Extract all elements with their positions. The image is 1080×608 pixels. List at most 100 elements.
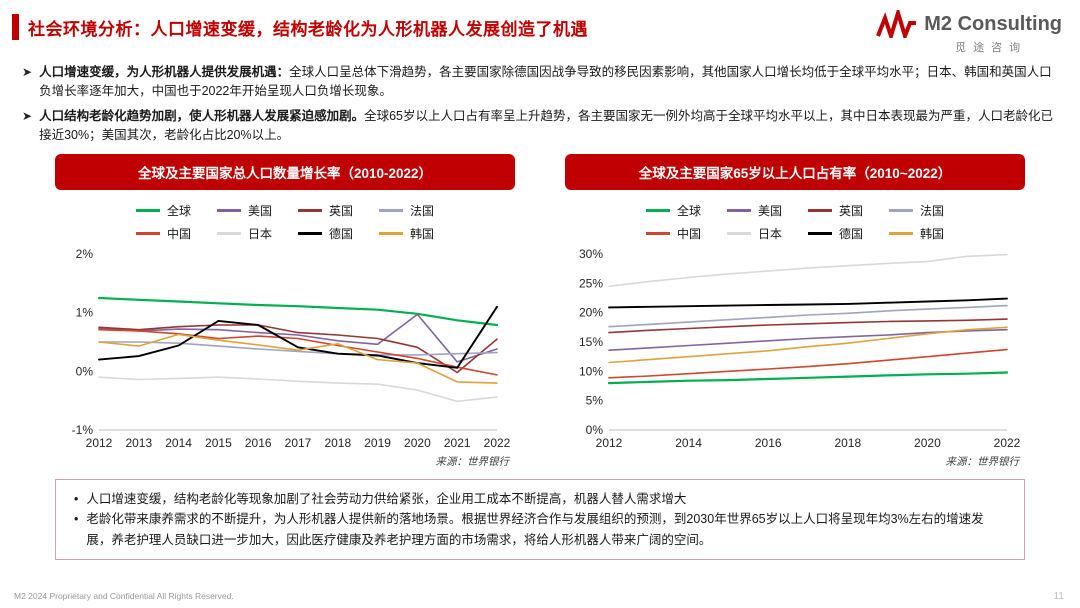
legend-label: 全球	[166, 203, 191, 218]
legend-label: 德国	[329, 226, 354, 241]
title-row: 社会环境分析：人口增速变缓，结构老龄化为人形机器人发展创造了机遇	[12, 14, 588, 40]
legend-item: 全球	[645, 202, 701, 219]
svg-text:30%: 30%	[579, 247, 603, 261]
legend-label: 日本	[247, 226, 272, 241]
svg-text:2012: 2012	[596, 436, 623, 450]
legend-swatch	[889, 231, 914, 235]
line-chart-population-growth: -1% 0% 1% 2% 2012 2013 2014 2015 2016 2017 2018 201…	[72, 247, 511, 450]
legend-item: 全球	[135, 202, 191, 219]
svg-text:2020: 2020	[404, 436, 431, 450]
legend-item: 英国	[298, 202, 353, 219]
legend-item: 日本	[726, 225, 782, 242]
brand-name: M2 Consulting	[924, 12, 1062, 35]
legend-swatch	[216, 208, 241, 212]
brand-logo: M2 Consulting 觅途咨询	[876, 10, 1062, 55]
legend-label: 法国	[920, 203, 945, 218]
bullet-text: 人口结构老龄化趋势加剧，使人形机器人发展紧迫感加剧。全球65岁以上人口占有率呈上…	[39, 107, 1058, 146]
pulse-logo-icon	[876, 10, 917, 38]
legend-swatch	[216, 231, 241, 235]
svg-text:2018: 2018	[324, 436, 351, 450]
bullet-dot-icon: •	[74, 491, 79, 506]
bullet-arrow-icon: ➤	[22, 65, 33, 79]
legend-swatch	[135, 208, 160, 212]
conclusion-box: • 人口增速变缓，结构老龄化等现象加剧了社会劳动力供给紧张，企业用工成本不断提高…	[55, 478, 1025, 561]
legend-label: 中国	[676, 226, 701, 241]
conclusion-text: 老龄化带来康养需求的不断提升，为人形机器人提供新的落地场景。根据世界经济合作与发…	[86, 512, 984, 547]
legend-label: 韩国	[920, 226, 945, 241]
conclusion-text: 人口增速变缓，结构老龄化等现象加剧了社会劳动力供给紧张，企业用工成本不断提高，机…	[86, 491, 687, 506]
svg-text:2014: 2014	[165, 436, 192, 450]
conclusion-item: • 人口增速变缓，结构老龄化等现象加剧了社会劳动力供给紧张，企业用工成本不断提高…	[74, 489, 1006, 510]
legend-swatch	[135, 231, 160, 235]
legend-swatch	[808, 231, 832, 235]
legend-item: 美国	[216, 202, 272, 219]
legend-label: 日本	[757, 226, 782, 241]
legend-item: 法国	[889, 202, 944, 219]
legend-swatch	[889, 208, 914, 212]
svg-text:2022: 2022	[484, 436, 511, 450]
line-chart-aging-share: 0% 5% 10% 15% 20% 25% 30% 2012 2014 2016 2018 2020 2…	[579, 247, 1021, 450]
legend-item: 日本	[216, 225, 272, 242]
chart-panel-population-growth: 全球及主要国家总人口数量增长率（2010-2022） 全球 美国 英国 法国中国 日本 德…	[55, 153, 515, 469]
page-number: 11	[1053, 591, 1064, 602]
svg-text:25%: 25%	[579, 276, 603, 290]
bullet-text: 人口增速变缓，为人形机器人提供发展机遇：全球人口呈总体下滑趋势，各主要国家除德国…	[39, 63, 1058, 102]
svg-text:-1%: -1%	[72, 423, 94, 437]
legend-swatch	[726, 231, 751, 235]
svg-text:2022: 2022	[994, 436, 1021, 450]
svg-text:5%: 5%	[586, 393, 604, 407]
legend-swatch	[645, 208, 670, 212]
legend-item: 英国	[808, 202, 863, 219]
legend-item: 德国	[298, 225, 353, 242]
copyright-text: M2 2024 Proprietary and Confidential All…	[14, 591, 234, 601]
chart-source: 来源：世界银行	[435, 456, 510, 468]
chart-title-population-growth: 全球及主要国家总人口数量增长率（2010-2022）	[55, 153, 515, 190]
chart-legend: 全球 美国 英国 法国中国 日本 德国 韩国	[565, 202, 1025, 242]
svg-text:20%: 20%	[579, 305, 603, 319]
svg-text:0%: 0%	[586, 423, 604, 437]
svg-text:2%: 2%	[76, 247, 94, 261]
svg-text:2018: 2018	[834, 436, 861, 450]
svg-text:1%: 1%	[76, 305, 94, 319]
legend-label: 美国	[757, 203, 782, 218]
svg-text:15%: 15%	[579, 335, 603, 349]
legend-label: 英国	[839, 203, 864, 218]
legend-label: 德国	[839, 226, 864, 241]
chart-panel-aging-share: 全球及主要国家65岁以上人口占有率（2010~2022） 全球 美国 英国 法国 中国 日…	[565, 153, 1025, 469]
bullet-aging-trend: ➤ 人口结构老龄化趋势加剧，使人形机器人发展紧迫感加剧。全球65岁以上人口占有率…	[22, 107, 1058, 146]
legend-swatch	[379, 208, 404, 212]
chart-legend: 全球 美国 英国 法国中国 日本 德国 韩国	[55, 202, 515, 242]
legend-item: 中国	[645, 225, 701, 242]
legend-label: 法国	[410, 203, 435, 218]
page-title: 社会环境分析：人口增速变缓，结构老龄化为人形机器人发展创造了机遇	[28, 19, 588, 39]
legend-label: 中国	[166, 226, 191, 241]
charts-row: 全球及主要国家总人口数量增长率（2010-2022） 全球 美国 英国 法国中国 日本 德…	[0, 153, 1080, 469]
legend-label: 美国	[247, 203, 272, 218]
svg-text:2021: 2021	[444, 436, 471, 450]
legend-swatch	[645, 231, 670, 235]
chart-source: 来源：世界银行	[945, 456, 1020, 468]
bullet-arrow-icon: ➤	[22, 108, 33, 123]
svg-text:2020: 2020	[914, 436, 941, 450]
legend-item: 韩国	[889, 225, 944, 242]
brand-subtitle: 觅途咨询	[955, 42, 1028, 54]
title-accent-bar	[12, 14, 19, 40]
svg-text:2017: 2017	[285, 436, 312, 450]
svg-text:2013: 2013	[125, 436, 152, 450]
legend-item: 韩国	[379, 225, 434, 242]
bullet-rest: 全球人口呈总体下滑趋势，各主要国家除德国因战争导致的移民因素影响，其他国家人口增…	[39, 65, 1052, 99]
legend-swatch	[726, 208, 751, 212]
legend-swatch	[379, 231, 404, 235]
legend-label: 英国	[329, 203, 354, 218]
svg-text:0%: 0%	[76, 364, 94, 378]
svg-text:2019: 2019	[364, 436, 391, 450]
bullet-rest: 全球65岁以上人口占有率呈上升趋势，各主要国家无一例外均高于全球平均水平以上，其…	[39, 108, 1053, 143]
svg-text:2012: 2012	[86, 436, 113, 450]
legend-item: 中国	[135, 225, 191, 242]
legend-swatch	[298, 231, 322, 235]
legend-swatch	[298, 208, 322, 212]
bullet-dot-icon: •	[74, 512, 79, 527]
bullet-lead: 人口结构老龄化趋势加剧，使人形机器人发展紧迫感加剧。	[39, 108, 365, 123]
svg-text:2014: 2014	[675, 436, 702, 450]
